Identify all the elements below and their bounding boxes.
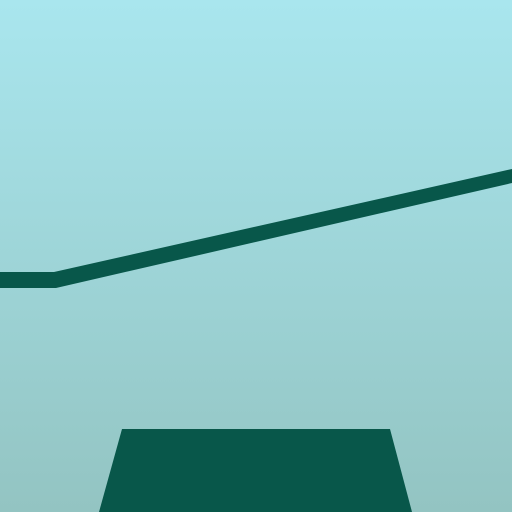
platform-block bbox=[99, 429, 412, 512]
terrain-line bbox=[0, 169, 512, 288]
